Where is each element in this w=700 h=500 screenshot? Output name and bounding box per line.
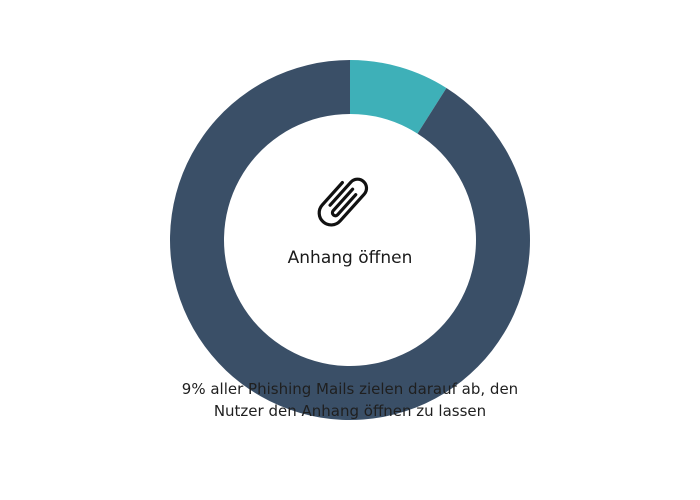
- paperclip-icon: [312, 172, 388, 246]
- caption-line-1: 9% aller Phishing Mails zielen darauf ab…: [181, 380, 519, 398]
- center-label: Anhang öffnen: [287, 248, 413, 268]
- caption-line-2: Nutzer den Anhang öffnen zu lassen: [213, 402, 487, 420]
- donut-slice-2: [170, 60, 531, 420]
- donut-slice-1: [350, 60, 447, 134]
- chart-caption: 9% aller Phishing Mails zielen darauf ab…: [0, 378, 700, 422]
